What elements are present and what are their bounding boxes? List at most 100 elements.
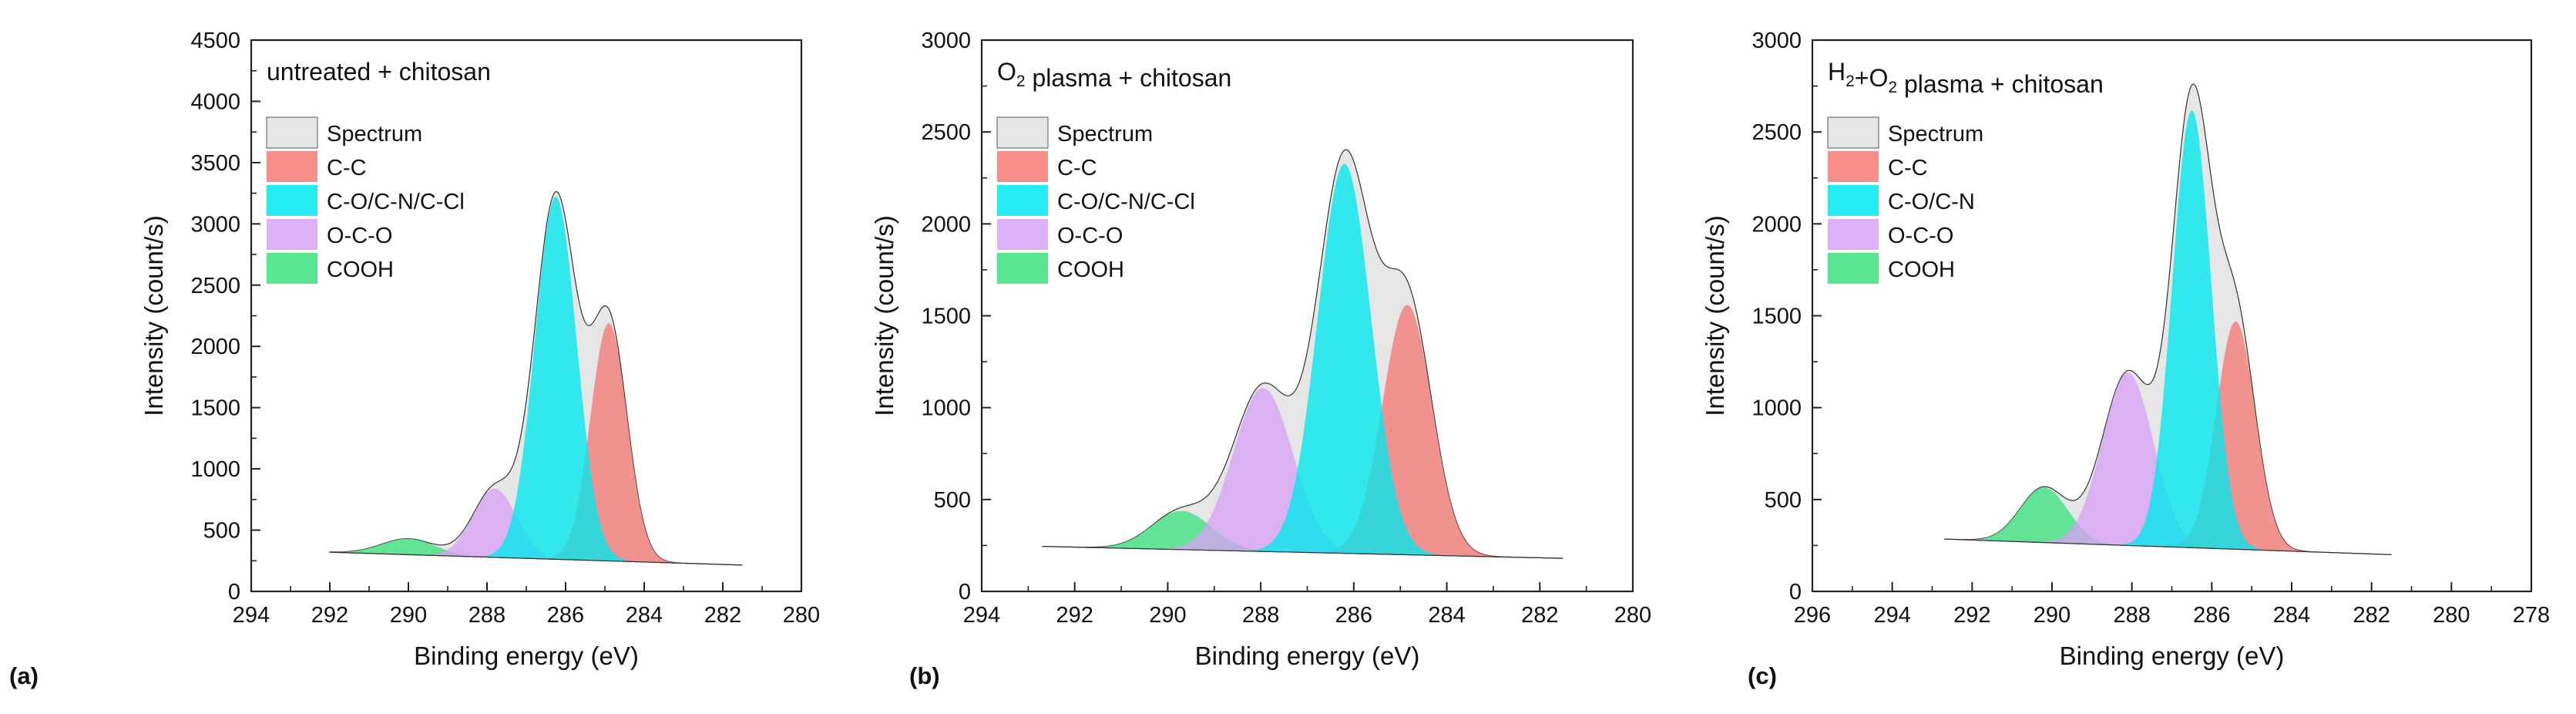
legend-label-spectrum: Spectrum bbox=[1888, 122, 1983, 147]
y-tick-label: 0 bbox=[959, 580, 971, 605]
legend-label-c-c: C-C bbox=[1057, 156, 1097, 180]
peak-cooh bbox=[1944, 487, 2392, 555]
panel-title: H2+O2 plasma + chitosan bbox=[1828, 58, 2104, 98]
legend-label-o-c-o: O-C-O bbox=[1057, 224, 1123, 248]
legend-swatch-c-o-c-n bbox=[1828, 185, 1879, 216]
legend-swatch-o-c-o bbox=[997, 219, 1048, 250]
x-tick-label: 288 bbox=[469, 603, 505, 628]
x-tick-label: 290 bbox=[390, 603, 427, 628]
x-tick-label: 294 bbox=[233, 603, 270, 628]
legend-swatch-spectrum bbox=[996, 116, 1049, 149]
legend-swatch-spectrum bbox=[266, 116, 318, 149]
legend-swatch-o-c-o bbox=[1828, 219, 1879, 250]
baseline-line bbox=[1042, 546, 1563, 559]
legend-label-o-c-o: O-C-O bbox=[1888, 224, 1953, 248]
legend: Spectrum C-C C-O/C-N/C-Cl O-C-O COOH bbox=[996, 116, 1195, 284]
x-axis-title: Binding energy (eV) bbox=[2060, 642, 2285, 670]
chart-panel-2: 294 292 290 288 286 284 282 280 0 500 1000 1500 2000… bbox=[870, 29, 1651, 689]
y-tick-label: 3500 bbox=[190, 151, 240, 176]
x-tick-label: 280 bbox=[2433, 603, 2470, 628]
legend-swatch-o-c-o bbox=[267, 219, 317, 250]
x-axis-title: Binding energy (eV) bbox=[1195, 642, 1420, 670]
legend-label-cooh: COOH bbox=[1057, 258, 1124, 282]
legend-label-cooh: COOH bbox=[1888, 258, 1955, 282]
peak-cooh bbox=[1042, 510, 1563, 559]
legend-label-c-o-c-n-c-cl: C-O/C-N/C-Cl bbox=[327, 190, 465, 214]
y-tick-label: 0 bbox=[228, 580, 240, 605]
chart-panel-1: 294 292 290 288 286 284 282 280 0 500 1000 1500 2000… bbox=[9, 29, 820, 689]
x-tick-label: 286 bbox=[2193, 603, 2230, 628]
x-tick-label: 286 bbox=[547, 603, 584, 628]
y-tick-label: 2000 bbox=[190, 335, 240, 359]
legend-label-c-c: C-C bbox=[327, 156, 367, 180]
y-tick-label: 0 bbox=[1789, 580, 1802, 605]
plot-area bbox=[1944, 83, 2392, 555]
x-tick-label: 280 bbox=[783, 603, 820, 628]
legend-label-c-o-c-n: C-O/C-N bbox=[1888, 190, 1975, 214]
legend-label-o-c-o: O-C-O bbox=[327, 224, 392, 248]
x-tick-label: 290 bbox=[2034, 603, 2071, 628]
baseline-line bbox=[1944, 538, 2392, 555]
plot-area bbox=[1042, 149, 1563, 559]
legend: Spectrum C-C C-O/C-N/C-Cl O-C-O COOH bbox=[266, 116, 465, 284]
y-tick-label: 3000 bbox=[1751, 29, 1802, 53]
peak-cooh bbox=[330, 538, 743, 565]
x-tick-label: 290 bbox=[1149, 603, 1186, 628]
x-tick-label: 278 bbox=[2513, 603, 2550, 628]
y-tick-label: 500 bbox=[934, 488, 971, 513]
x-tick-label: 284 bbox=[2273, 603, 2310, 628]
plot-area bbox=[329, 190, 743, 566]
y-tick-label: 500 bbox=[1765, 488, 1802, 513]
peak-c-c bbox=[330, 323, 743, 565]
x-tick-label: 288 bbox=[2113, 603, 2150, 628]
y-tick-label: 3000 bbox=[921, 29, 971, 53]
y-axis-title: Intensity (count/s) bbox=[139, 215, 168, 416]
x-axis-title: Binding energy (eV) bbox=[414, 642, 639, 670]
legend-swatch-c-c bbox=[997, 151, 1048, 182]
legend-swatch-cooh bbox=[267, 253, 317, 284]
y-tick-label: 4500 bbox=[190, 29, 240, 53]
x-tick-label: 284 bbox=[1428, 603, 1465, 628]
legend-label-spectrum: Spectrum bbox=[1057, 122, 1153, 147]
x-tick-label: 280 bbox=[1614, 603, 1651, 628]
y-tick-label: 1000 bbox=[190, 457, 240, 482]
y-tick-label: 500 bbox=[203, 519, 240, 544]
baseline-line bbox=[329, 551, 743, 566]
x-tick-label: 292 bbox=[311, 603, 348, 628]
x-tick-label: 282 bbox=[1521, 603, 1558, 628]
y-tick-label: 1500 bbox=[1751, 305, 1802, 329]
legend-label-spectrum: Spectrum bbox=[327, 122, 422, 147]
panel-letter: (b) bbox=[909, 662, 940, 689]
panel-title: O2 plasma + chitosan bbox=[997, 58, 1231, 92]
legend-swatch-cooh bbox=[1828, 253, 1879, 284]
legend-label-c-c: C-C bbox=[1888, 156, 1928, 180]
x-tick-label: 288 bbox=[1242, 603, 1279, 628]
y-tick-label: 1000 bbox=[921, 396, 971, 421]
peak-c-c bbox=[1042, 305, 1563, 559]
chart-panel-3: 296 294 292 290 288 286 284 282 280 278 0 500 1000 15… bbox=[1701, 29, 2550, 689]
y-tick-label: 1000 bbox=[1751, 396, 1802, 421]
panel-title: untreated + chitosan bbox=[267, 58, 491, 86]
x-tick-label: 292 bbox=[1953, 603, 1990, 628]
y-tick-label: 1500 bbox=[190, 396, 240, 421]
x-tick-label: 282 bbox=[704, 603, 741, 628]
x-tick-label: 294 bbox=[963, 603, 1000, 628]
y-tick-label: 4000 bbox=[190, 89, 240, 114]
x-tick-label: 286 bbox=[1335, 603, 1372, 628]
y-tick-label: 1500 bbox=[921, 305, 971, 329]
y-axis-title: Intensity (count/s) bbox=[870, 215, 898, 416]
panel-letter: (c) bbox=[1748, 662, 1777, 689]
panel-letter: (a) bbox=[9, 662, 39, 689]
legend-swatch-c-c bbox=[1828, 151, 1879, 182]
x-tick-label: 296 bbox=[1794, 603, 1831, 628]
peak-c-o-c-n-c-cl bbox=[1042, 163, 1563, 559]
y-tick-label: 2500 bbox=[1751, 120, 1802, 145]
y-tick-label: 3000 bbox=[190, 212, 240, 237]
y-tick-label: 2000 bbox=[1751, 212, 1802, 237]
y-axis-title: Intensity (count/s) bbox=[1701, 215, 1729, 416]
legend-swatch-c-o-c-n-c-cl bbox=[267, 185, 317, 216]
peak-c-o-c-n-c-cl bbox=[330, 197, 743, 565]
legend-swatch-c-o-c-n-c-cl bbox=[997, 185, 1048, 216]
legend-label-c-o-c-n-c-cl: C-O/C-N/C-Cl bbox=[1057, 190, 1195, 214]
